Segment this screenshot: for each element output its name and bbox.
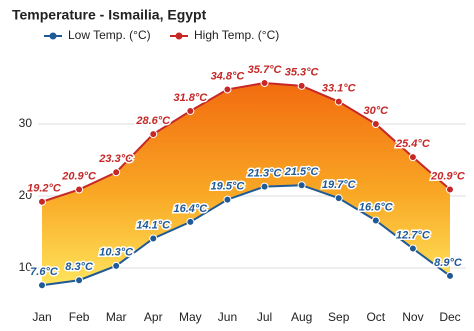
point <box>260 78 269 87</box>
data-label: 23.3°C <box>98 153 134 165</box>
point <box>260 182 269 191</box>
legend-marker <box>175 32 183 40</box>
x-tick-label: Apr <box>144 310 163 324</box>
data-label: 21.3°C <box>247 168 283 180</box>
data-label: 19.5°C <box>211 181 246 193</box>
data-label: 19.7°C <box>322 179 357 191</box>
point <box>186 217 195 226</box>
x-tick-label: Dec <box>439 310 460 324</box>
data-label: 31.8°C <box>173 92 208 104</box>
data-label: 30°C <box>364 105 390 117</box>
series-line <box>41 184 451 287</box>
data-label: 16.6°C <box>359 201 394 213</box>
point <box>75 185 84 194</box>
x-tick-label: Feb <box>69 310 90 324</box>
data-label: 35.3°C <box>285 67 320 79</box>
data-label: 25.4°C <box>395 138 431 150</box>
x-tick-label: Jun <box>218 310 237 324</box>
data-label: 16.4°C <box>173 203 208 215</box>
x-tick-label: Jul <box>257 310 272 324</box>
data-label: 7.6°C <box>30 266 59 278</box>
point <box>408 153 417 162</box>
y-tick-label: 10 <box>19 260 33 274</box>
point <box>297 81 306 90</box>
data-label: 21.5°C <box>284 166 320 178</box>
series-line <box>41 81 451 203</box>
data-label: 28.6°C <box>135 115 171 127</box>
data-label: 8.3°C <box>65 261 94 273</box>
point <box>371 120 380 128</box>
x-tick-label: Oct <box>366 310 385 324</box>
x-tick-label: Sep <box>328 310 350 324</box>
data-label: 20.9°C <box>61 170 97 182</box>
data-label: 19.2°C <box>27 183 62 195</box>
point <box>186 107 195 116</box>
legend-marker <box>49 32 57 40</box>
data-label: 20.9°C <box>430 170 466 182</box>
point <box>149 130 158 139</box>
y-tick-label: 20 <box>19 188 33 202</box>
point <box>297 181 306 190</box>
y-tick-label: 30 <box>19 116 33 130</box>
point <box>112 261 121 270</box>
point <box>334 194 343 203</box>
data-label: 12.7°C <box>396 229 431 241</box>
point <box>446 185 454 194</box>
x-tick-label: Mar <box>106 310 127 324</box>
data-label: 34.8°C <box>211 70 246 82</box>
range-fill <box>42 82 450 286</box>
point <box>223 85 232 94</box>
chart-title: Temperature - Ismailia, Egypt <box>12 7 207 23</box>
point <box>446 271 454 280</box>
point <box>408 244 417 253</box>
data-label: 8.9°C <box>434 257 463 269</box>
data-label: 14.1°C <box>136 219 171 231</box>
x-tick-label: May <box>179 310 202 324</box>
x-tick-label: Nov <box>402 310 423 324</box>
point <box>112 168 121 177</box>
point <box>149 234 158 243</box>
legend-label: Low Temp. (°C) <box>68 28 151 42</box>
point <box>223 195 232 204</box>
legend-label: High Temp. (°C) <box>194 28 279 42</box>
point <box>371 216 380 225</box>
x-tick-label: Jan <box>32 310 51 324</box>
point <box>334 97 343 106</box>
data-label: 33.1°C <box>322 83 357 95</box>
point <box>75 276 84 285</box>
data-label: 35.7°C <box>248 64 283 76</box>
data-label: 10.3°C <box>99 247 134 259</box>
point <box>38 197 46 206</box>
point <box>38 281 46 290</box>
x-tick-label: Aug <box>291 310 312 324</box>
